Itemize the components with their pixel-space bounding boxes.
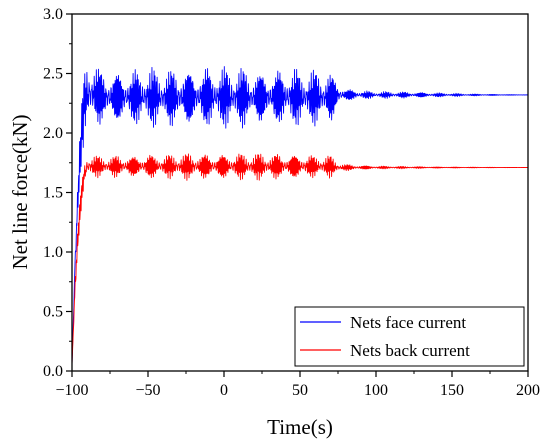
y-axis: 0.0 0.5 1.0 1.5 2.0 2.5 3.0 <box>43 6 72 380</box>
plot-area <box>71 66 529 366</box>
y-tick-label: 0.5 <box>43 304 63 321</box>
y-tick-label: 0.0 <box>43 363 63 380</box>
legend-box <box>294 306 525 367</box>
x-tick-label: 100 <box>364 382 388 399</box>
series-line-face <box>71 66 529 366</box>
y-tick-label: 1.5 <box>43 185 63 202</box>
y-tick-label: 3.0 <box>43 6 63 23</box>
legend-label-back: Nets back current <box>350 341 470 360</box>
x-tick-label: −100 <box>55 382 88 399</box>
x-tick-label: −50 <box>135 382 160 399</box>
x-axis-title: Time(s) <box>267 415 333 439</box>
y-axis-title: Net line force(kN) <box>8 114 32 269</box>
y-tick-label: 2.0 <box>43 125 63 142</box>
x-tick-label: 50 <box>292 382 308 399</box>
y-tick-label: 2.5 <box>43 66 63 83</box>
x-tick-label: 200 <box>516 382 540 399</box>
x-axis: −100 −50 0 50 100 150 200 <box>55 371 540 399</box>
legend-label-face: Nets face current <box>350 313 466 332</box>
y-tick-label: 1.0 <box>43 244 63 261</box>
series-line-back <box>71 153 529 366</box>
legend: Nets face current Nets back current <box>294 306 525 367</box>
x-tick-label: 0 <box>220 382 228 399</box>
series-layer <box>71 66 529 366</box>
x-tick-label: 150 <box>440 382 464 399</box>
